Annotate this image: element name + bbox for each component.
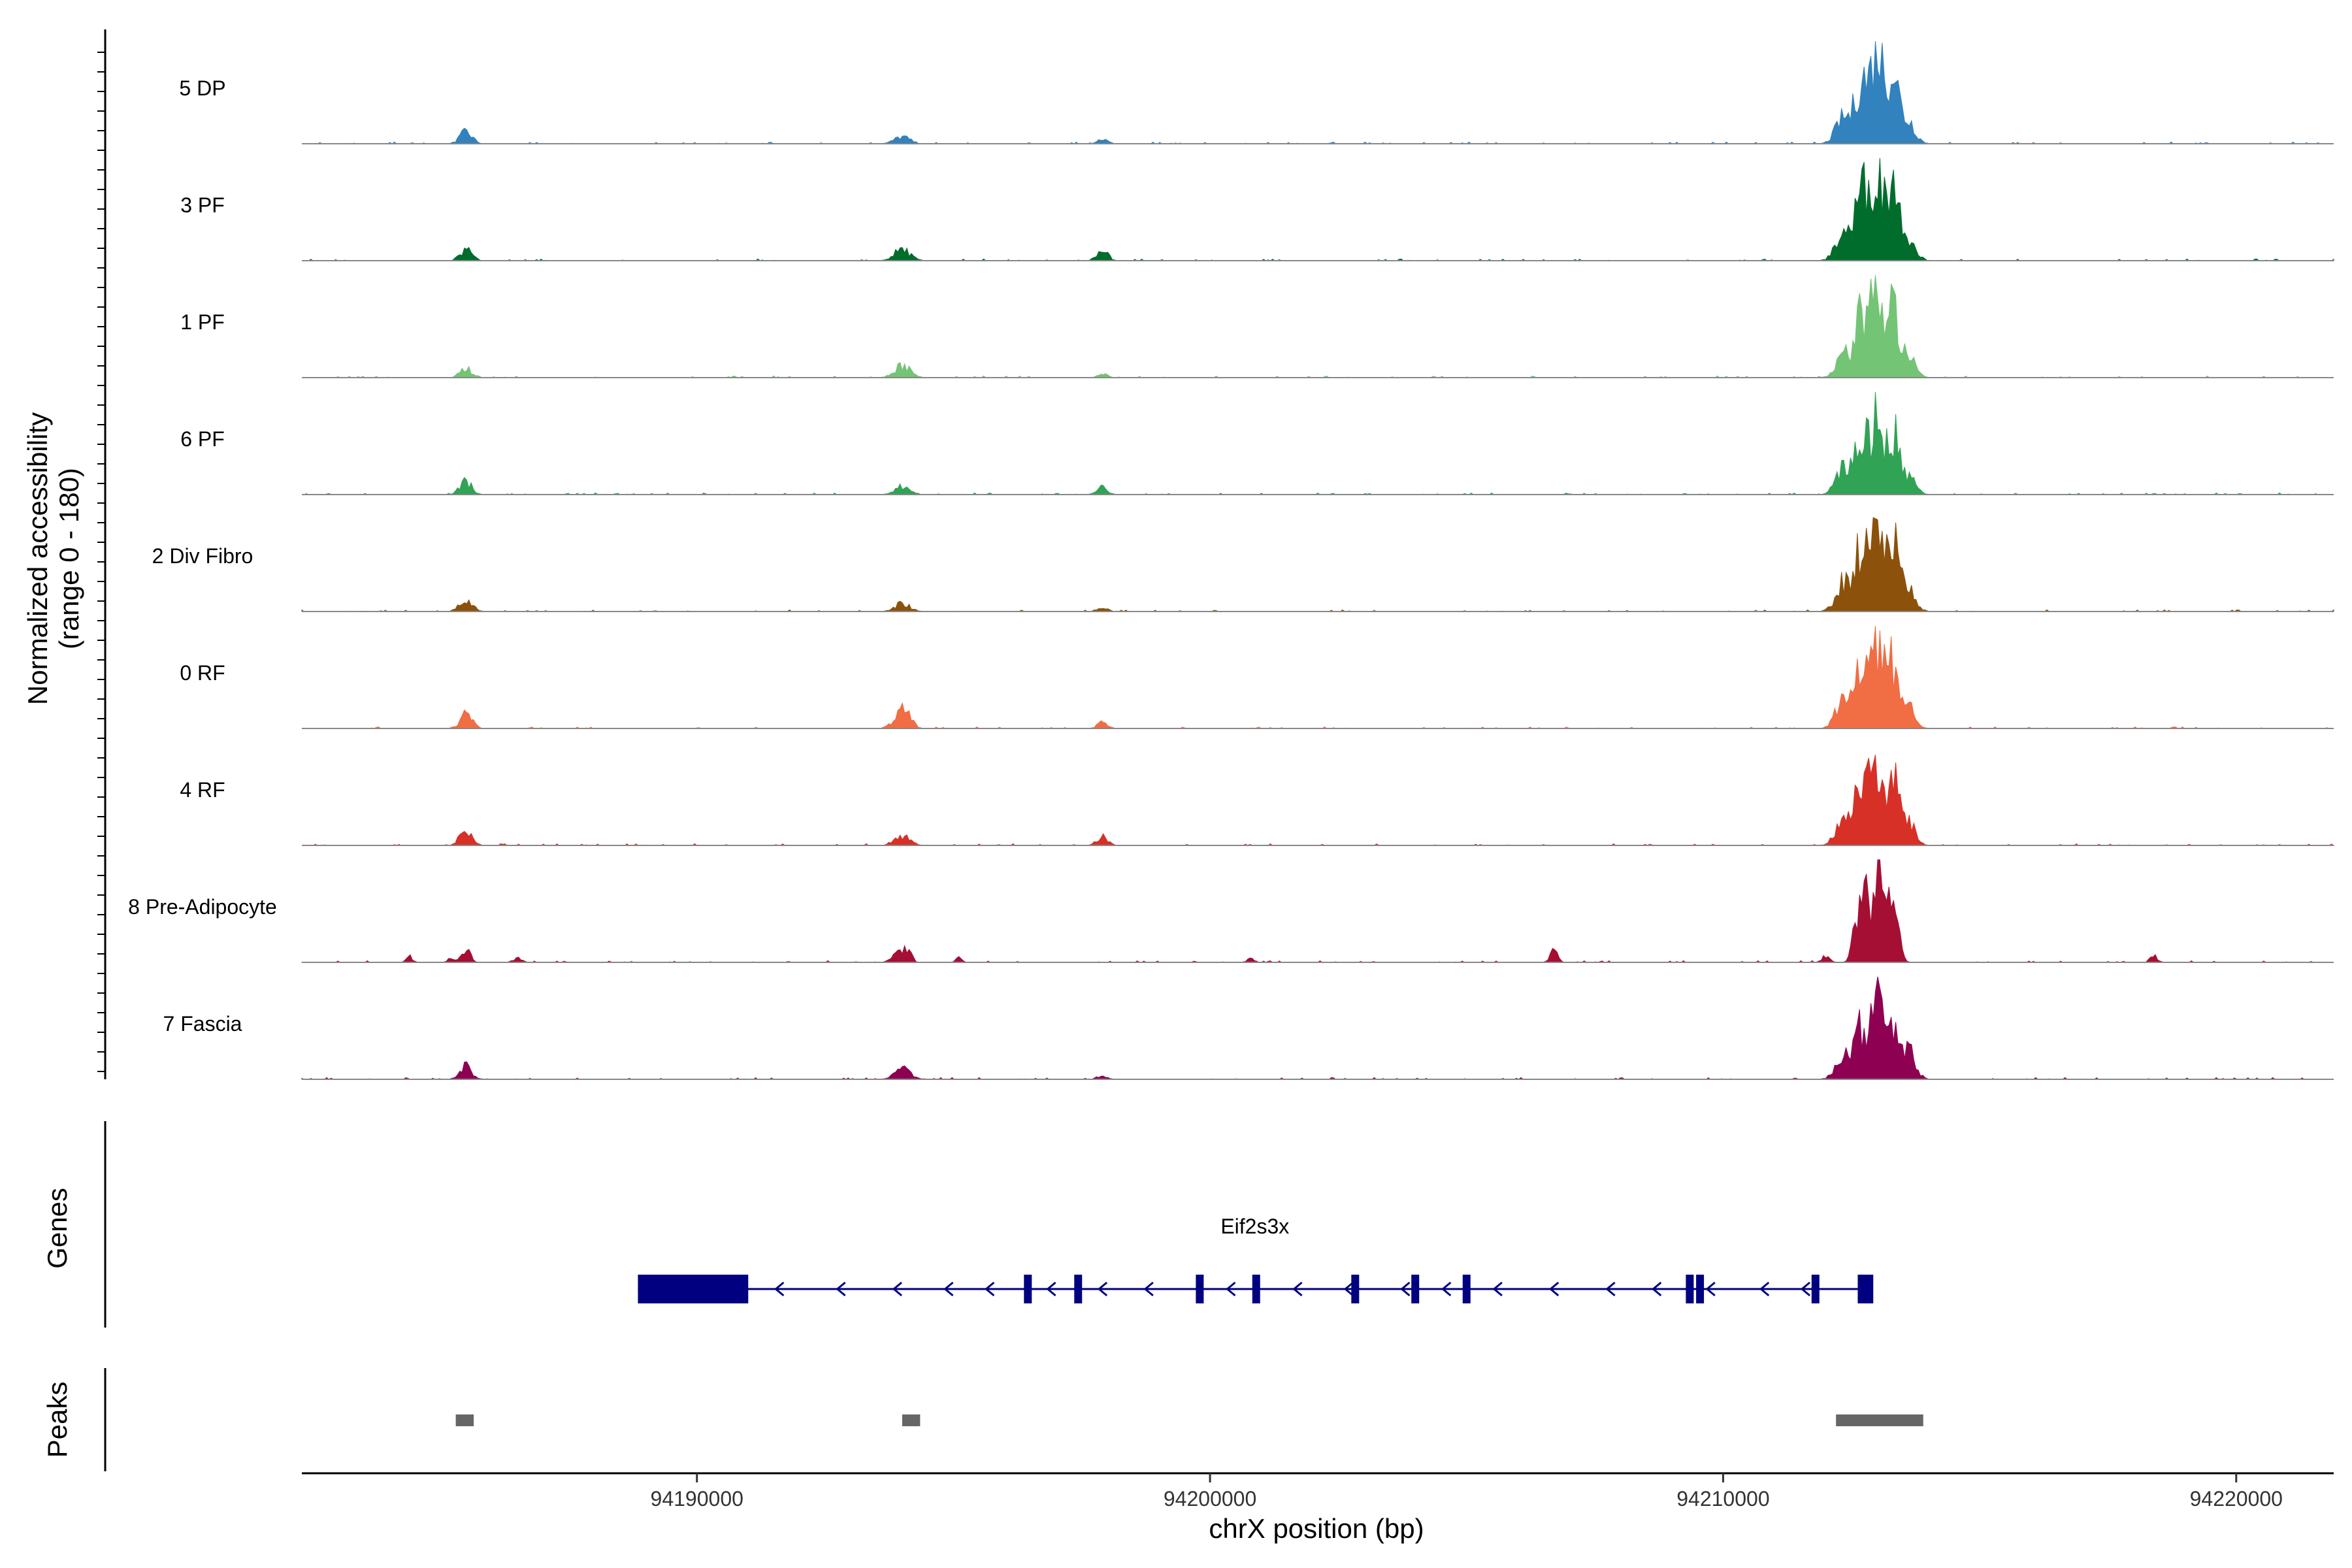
strand-arrow [1651, 1281, 1662, 1297]
x-axis-title: chrX position (bp) [1209, 1513, 1424, 1544]
coverage-area [302, 755, 2335, 846]
gene-exon [1811, 1275, 1820, 1303]
strand-arrow [1605, 1281, 1616, 1297]
strand-arrow [1492, 1281, 1503, 1297]
x-tick-label: 94200000 [1164, 1487, 1256, 1511]
track-label: 8 Pre-Adipocyte [128, 895, 277, 919]
gene-utr-block [638, 1275, 749, 1303]
track-8-pre-adipocyte: 8 Pre-Adipocyte [128, 859, 2334, 963]
track-4-rf: 4 RF [180, 755, 2335, 846]
track-label: 2 Div Fibro [152, 544, 253, 568]
peak-regions [455, 1414, 1923, 1426]
strand-arrow [1759, 1281, 1770, 1297]
strand-arrow [943, 1281, 954, 1297]
strand-arrow [1226, 1281, 1236, 1297]
strand-arrow [985, 1281, 995, 1297]
coverage-area [302, 274, 2334, 378]
peak-region [455, 1414, 474, 1426]
gene-exon [1411, 1275, 1420, 1303]
coverage-area [301, 859, 2334, 963]
track-label: 6 PF [180, 427, 225, 451]
gene-exon [1351, 1275, 1360, 1303]
track-label: 0 RF [180, 661, 225, 685]
strand-arrow [836, 1281, 846, 1297]
strand-arrow [1343, 1281, 1354, 1297]
peaks-label: Peaks [42, 1382, 73, 1458]
x-tick-label: 94220000 [2190, 1487, 2283, 1511]
strand-arrow [1046, 1281, 1056, 1297]
track-label: 3 PF [180, 193, 225, 217]
track-1-pf: 1 PF [180, 274, 2334, 378]
gene-exon [1857, 1275, 1866, 1303]
strand-arrow [1800, 1281, 1811, 1297]
peak-region [1836, 1414, 1923, 1426]
gene-exon [1074, 1275, 1083, 1303]
coverage-area [302, 391, 2334, 495]
strand-arrow [1705, 1281, 1716, 1297]
y-axis-title-line1: Normalized accessibility [22, 412, 53, 705]
coverage-y-ticks [97, 52, 105, 1072]
gene-exon [1462, 1275, 1471, 1303]
coverage-area [301, 517, 2334, 612]
track-label: 7 Fascia [163, 1012, 242, 1036]
x-axis-ticks: 94190000 94200000 94210000 94220000 [651, 1473, 2283, 1511]
track-7-fascia: 7 Fascia [163, 976, 2334, 1080]
y-axis-title: Normalized accessibility (range 0 - 180) [22, 412, 84, 705]
coverage-tracks: 5 DP 3 PF 1 PF 6 PF 2 Div Fibro 0 RF 4 RF 8 Pre… [128, 41, 2335, 1080]
coverage-area [301, 976, 2334, 1080]
track-label: 1 PF [180, 310, 225, 334]
genes-label: Genes [42, 1188, 73, 1269]
coverage-area [302, 625, 2334, 729]
track-6-pf: 6 PF [180, 391, 2334, 495]
track-label: 4 RF [180, 778, 225, 802]
gene-exon [1196, 1275, 1204, 1303]
strand-arrow [1400, 1281, 1411, 1297]
track-5-dp: 5 DP [179, 41, 2334, 144]
gene-exon [1865, 1275, 1874, 1303]
gene-exon [1686, 1275, 1694, 1303]
track-label: 5 DP [179, 76, 225, 100]
track-2-div-fibro: 2 Div Fibro [152, 517, 2334, 612]
coverage-area [302, 41, 2334, 144]
strand-arrow [1292, 1281, 1303, 1297]
strand-arrow [1441, 1281, 1452, 1297]
strand-arrow [1143, 1281, 1154, 1297]
gene-name-label: Eif2s3x [1220, 1215, 1289, 1238]
gene-model-eif2s3x [638, 1275, 1874, 1303]
track-3-pf: 3 PF [180, 157, 2334, 261]
y-axis-title-line2: (range 0 - 180) [54, 468, 84, 649]
x-tick-label: 94190000 [651, 1487, 743, 1511]
strand-arrow [1097, 1281, 1108, 1297]
peak-region [902, 1414, 921, 1426]
strand-arrow [774, 1281, 785, 1297]
coverage-area [302, 157, 2334, 261]
strand-arrow [1548, 1281, 1560, 1297]
track-0-rf: 0 RF [180, 625, 2334, 729]
gene-exon [1252, 1275, 1260, 1303]
x-tick-label: 94210000 [1676, 1487, 1769, 1511]
gene-exon [1696, 1275, 1705, 1303]
strand-arrow [892, 1281, 902, 1297]
gene-exon [1024, 1275, 1032, 1303]
